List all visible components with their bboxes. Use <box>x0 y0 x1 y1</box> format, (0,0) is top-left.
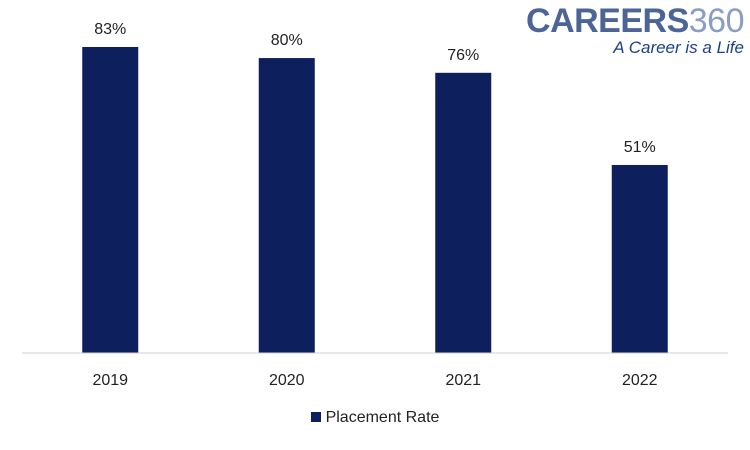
bar-2021 <box>435 72 492 354</box>
careers360-logo: CAREERS360 A Career is a Life <box>526 4 744 56</box>
bar-2019 <box>82 47 139 353</box>
x-tick-label-2021: 2021 <box>445 372 481 389</box>
chart-legend: Placement Rate <box>0 409 750 427</box>
x-tick-label-2019: 2019 <box>92 372 128 389</box>
bar-2020 <box>258 58 315 353</box>
bar-2022 <box>611 164 668 353</box>
logo-brand-word: CAREERS <box>526 2 689 40</box>
data-label-2021: 76% <box>447 47 479 64</box>
legend-label: Placement Rate <box>325 409 440 426</box>
data-label-2020: 80% <box>271 32 303 49</box>
data-label-2022: 51% <box>624 139 656 156</box>
x-tick-label-2020: 2020 <box>269 372 305 389</box>
x-tick-label-2022: 2022 <box>622 372 658 389</box>
legend-swatch <box>310 412 321 422</box>
data-label-2019: 83% <box>94 21 126 38</box>
logo-tagline: A Career is a Life <box>613 38 744 57</box>
logo-brand-number: 360 <box>688 2 745 40</box>
logo-brand: CAREERS360 <box>526 4 744 38</box>
